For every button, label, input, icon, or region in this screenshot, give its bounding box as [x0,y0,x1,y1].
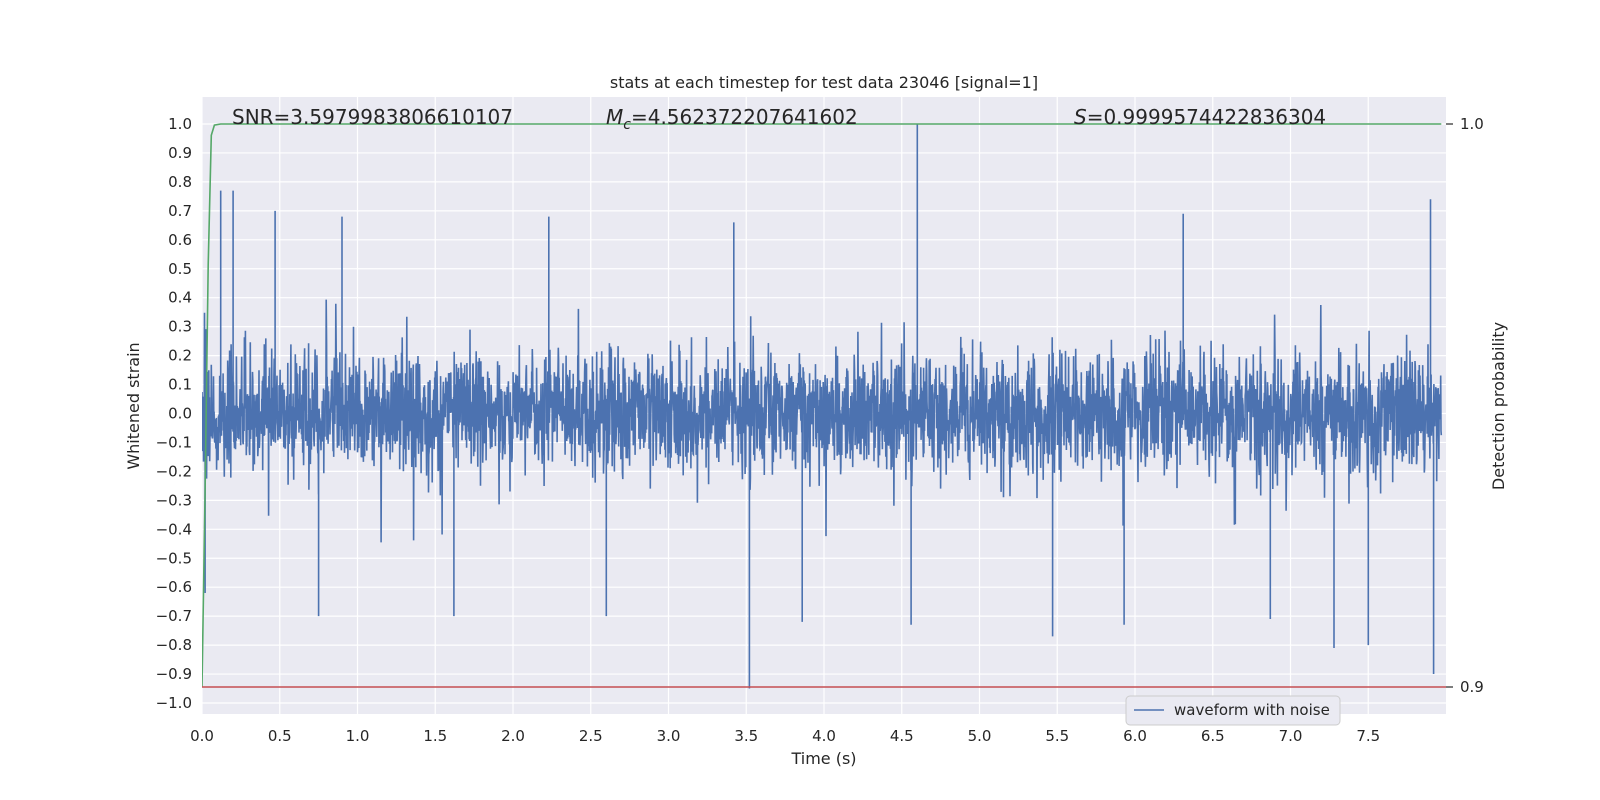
s-value: =0.9999574422836304 [1087,105,1326,129]
x-tick-label: 5.5 [1045,727,1069,745]
x-tick-label: 5.0 [968,727,992,745]
mc-symbol: M [606,105,623,129]
waveform-line [202,124,1443,689]
y-tick-label: 0.8 [168,173,192,191]
y-tick-label: 0.3 [168,318,192,336]
y-tick-label: 0.7 [168,202,192,220]
x-tick-label: 0.0 [190,727,214,745]
y-tick-label: −0.1 [156,433,192,451]
x-tick-label: 6.0 [1123,727,1147,745]
y2-axis: 1.0 0.9 [1446,115,1484,696]
y-tick-label: −0.6 [156,578,192,596]
x-tick-label: 0.5 [268,727,292,745]
x-tick-label: 7.0 [1279,727,1303,745]
y-tick-label: −0.9 [156,665,192,683]
plot-area [202,123,1446,689]
y2-axis-label: Detection probability [1489,322,1508,490]
probability-line [202,123,1442,688]
snr-annotation: SNR=3.5979983806610107 [232,105,513,129]
legend: waveform with noise [1125,695,1341,726]
y-tick-label: −1.0 [156,694,192,712]
y-tick-label: 0.0 [168,405,192,423]
y-tick-label: 0.9 [168,144,192,162]
y-tick-label: 0.1 [168,376,192,394]
x-tick-label: 3.0 [657,727,681,745]
x-tick-label: 2.5 [579,727,603,745]
x-axis: 0.0 0.5 1.0 1.5 2.0 2.5 3.0 3.5 4.0 4.5 5.0 5.5 6.0 6… [190,727,1380,745]
x-tick-label: 2.0 [501,727,525,745]
y-tick-label: 0.4 [168,289,192,307]
x-tick-label: 4.0 [812,727,836,745]
x-tick-label: 3.5 [734,727,758,745]
y2-tick-label: 1.0 [1460,115,1484,133]
y-tick-label: −0.2 [156,462,192,480]
legend-label-waveform: waveform with noise [1174,701,1330,719]
y-tick-label: 0.2 [168,347,192,365]
y-tick-label: −0.3 [156,491,192,509]
y-axis: 1.0 0.9 0.8 0.7 0.6 0.5 0.4 0.3 0.2 0.1 0.0 −0.1 −0.… [156,115,192,712]
legend-box [1125,695,1341,726]
y-tick-label: −0.8 [156,636,192,654]
x-tick-label: 7.5 [1356,727,1380,745]
x-tick-label: 1.0 [346,727,370,745]
y-tick-label: 1.0 [168,115,192,133]
mc-annotation: Mc=4.562372207641602 [606,105,858,133]
y-tick-label: −0.4 [156,520,192,538]
y-tick-label: −0.5 [156,549,192,567]
y-tick-label: 0.6 [168,231,192,249]
s-symbol: S [1074,105,1087,129]
x-tick-label: 1.5 [423,727,447,745]
chart-title: stats at each timestep for test data 230… [610,73,1038,92]
y2-tick-label: 0.9 [1460,678,1484,696]
y-tick-label: 0.5 [168,260,192,278]
y-tick-label: −0.7 [156,607,192,625]
y-axis-label: Whitened strain [124,342,143,469]
mc-subscript: c [623,117,631,133]
mc-value: =4.562372207641602 [631,105,858,129]
x-tick-label: 6.5 [1201,727,1225,745]
s-annotation: S=0.9999574422836304 [1074,105,1326,129]
x-tick-label: 4.5 [890,727,914,745]
x-axis-label: Time (s) [790,749,856,768]
